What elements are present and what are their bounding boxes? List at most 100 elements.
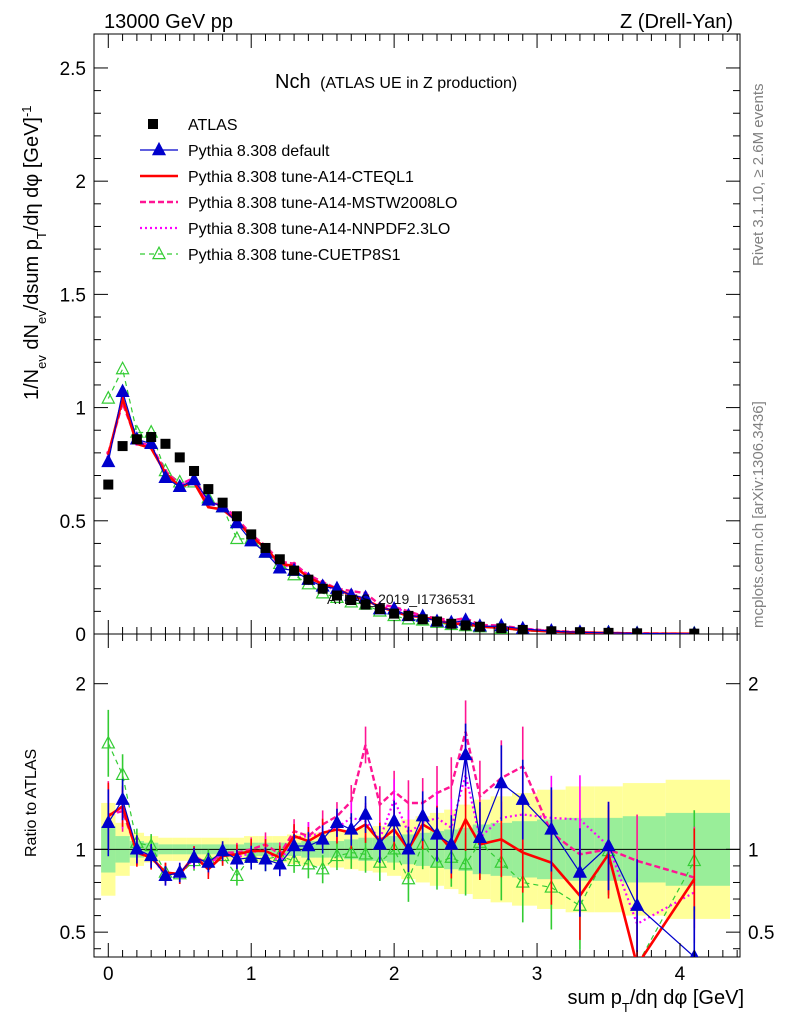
x-axis-label: sum pT/dη dφ [GeV] <box>567 987 744 1015</box>
series-line-ratio <box>107 754 695 957</box>
series-marker-ratio <box>186 849 202 863</box>
ratio-y-axis-label: Ratio to ATLAS <box>23 749 40 857</box>
x-tick-label: 2 <box>389 964 400 985</box>
atlas-data-point <box>360 599 371 610</box>
atlas-data-point <box>203 484 214 495</box>
series-marker-ratio <box>358 806 373 820</box>
chart-subtitle: (ATLAS UE in Z production) <box>320 75 517 92</box>
y-tick-label: 0.5 <box>60 512 86 533</box>
series-marker-ratio <box>301 837 316 852</box>
series-marker-ratio <box>344 821 359 835</box>
series-marker-ratio <box>372 854 387 868</box>
energy-label: 13000 GeV pp <box>104 11 233 33</box>
series-line-ratio <box>107 743 695 957</box>
series-marker-ratio <box>494 774 509 789</box>
series-marker-upper <box>172 478 187 493</box>
series-marker-ratio <box>329 814 345 829</box>
series-marker-upper <box>115 360 130 375</box>
series-marker-ratio <box>329 847 345 862</box>
series-marker-ratio <box>444 836 459 850</box>
legend-marker <box>151 245 167 260</box>
series-marker-ratio <box>344 844 359 858</box>
series-marker-ratio <box>358 846 373 860</box>
atlas-data-point <box>474 621 485 632</box>
atlas-data-point <box>131 434 142 445</box>
atlas-data-point <box>403 610 414 621</box>
x-tick-label: 1 <box>246 964 257 985</box>
ratio-tick-label-right: 2 <box>748 675 759 696</box>
x-tick-label: 3 <box>532 964 543 985</box>
atlas-data-point <box>374 604 385 615</box>
series-marker-ratio <box>387 841 402 855</box>
rivet-watermark: Rivet 3.1.10, ≥ 2.6M events <box>750 84 767 267</box>
series-marker-upper <box>272 560 287 574</box>
ratio-tick-label-right: 1 <box>748 840 759 861</box>
series-marker-ratio <box>601 837 616 852</box>
legend-label: Pythia 8.308 tune-A14-MSTW2008LO <box>188 195 457 212</box>
atlas-data-point <box>432 616 443 627</box>
process-label: Z (Drell-Yan) <box>620 11 733 33</box>
series-marker-ratio <box>101 735 116 749</box>
legend-label: Pythia 8.308 tune-A14-CTEQL1 <box>188 169 414 186</box>
legend-atlas-label: ATLAS <box>188 117 238 134</box>
series-marker-ratio <box>129 841 144 855</box>
series-marker-ratio <box>287 852 302 867</box>
series-marks <box>101 360 702 957</box>
series-marker-ratio <box>458 856 473 870</box>
series-marker-ratio <box>315 861 330 875</box>
atlas-data-point <box>274 554 285 565</box>
series-marker-upper <box>101 390 116 404</box>
atlas-data-point <box>331 590 342 601</box>
series-marker-ratio <box>458 746 473 761</box>
axis-ticks: 0 1 2 3 4 0 0.5 1 1.5 2 2.5 0.5 0.5 1 1 2 2 <box>60 34 774 985</box>
y-tick-label: 2.5 <box>60 59 86 80</box>
series-marker-ratio <box>172 864 187 878</box>
atlas-data-point <box>174 452 185 463</box>
series-marker-ratio <box>630 897 645 911</box>
atlas-data-point <box>146 432 157 443</box>
chart-title-main: Nch <box>275 71 311 93</box>
series-marker-upper <box>115 383 130 397</box>
series-marker-ratio <box>229 851 244 865</box>
atlas-data-point <box>117 441 128 452</box>
series-marker-ratio <box>315 831 330 845</box>
atlas-data-point <box>231 511 242 522</box>
series-marker-upper <box>158 469 173 483</box>
legend-label: Pythia 8.308 default <box>188 143 330 160</box>
y-tick-label: 1 <box>75 399 86 420</box>
x-tick-label: 4 <box>675 964 686 985</box>
chart-title: Nch (ATLAS UE in Z production) <box>275 71 517 93</box>
series-marker-ratio <box>572 864 587 878</box>
atlas-data-point <box>217 497 228 508</box>
ratio-frame <box>93 633 741 958</box>
series-marker-ratio <box>115 791 130 805</box>
series-marker-ratio <box>229 867 244 882</box>
series-line-upper <box>107 391 695 634</box>
series-marker-ratio <box>101 814 116 829</box>
atlas-data-point <box>246 529 257 540</box>
atlas-data-point <box>346 595 357 606</box>
y-tick-label: 2 <box>75 172 86 193</box>
atlas-data-point <box>417 614 428 625</box>
atlas-data-point <box>446 618 457 629</box>
series-marker-ratio <box>372 836 387 850</box>
ratio-tick-label-right: 0.5 <box>748 923 774 944</box>
atlas-data-point <box>103 479 114 490</box>
series-marker-ratio <box>429 854 445 868</box>
atlas-data-point <box>289 565 300 576</box>
series-marker-ratio <box>387 813 402 827</box>
series-marker-upper <box>244 533 259 547</box>
series-marker-ratio <box>515 791 530 805</box>
y-tick-label: 1.5 <box>60 285 86 306</box>
series-marker-upper <box>101 453 116 468</box>
series-marker-upper <box>201 492 216 506</box>
ratio-series <box>101 700 702 957</box>
atlas-data-point <box>496 623 507 634</box>
legend-label: Pythia 8.308 tune-CUETP8S1 <box>188 247 401 264</box>
atlas-data-point <box>317 583 328 594</box>
atlas-data-point <box>303 574 314 585</box>
atlas-data-point <box>160 438 171 449</box>
ratio-tick-label-left: 2 <box>75 675 86 696</box>
series-marker-ratio <box>401 871 416 885</box>
series-marker-ratio <box>301 856 316 870</box>
